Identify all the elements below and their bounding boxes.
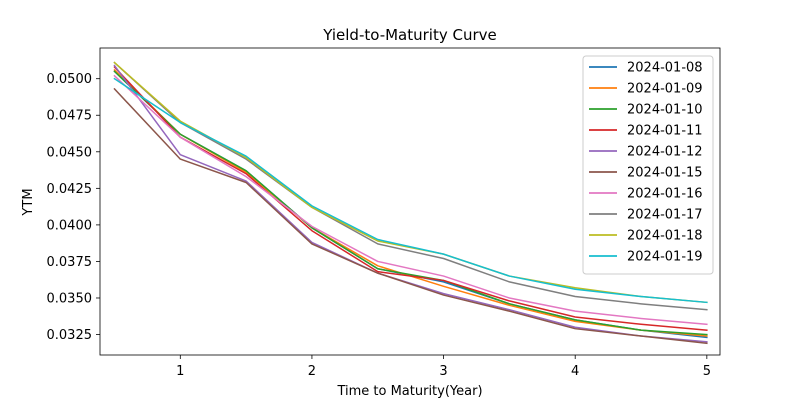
legend-label: 2024-01-11: [627, 124, 703, 139]
y-tick-label: 0.0475: [47, 109, 93, 124]
legend-label: 2024-01-17: [627, 208, 703, 223]
legend-label: 2024-01-18: [627, 229, 703, 244]
y-tick-label: 0.0450: [47, 145, 93, 160]
series-line-2024-01-17: [113, 61, 708, 311]
legend-label: 2024-01-16: [627, 187, 703, 202]
series-line-2024-01-11: [113, 65, 708, 331]
x-tick-label: 2: [308, 364, 316, 379]
series-line-2024-01-15: [113, 87, 708, 345]
y-tick-label: 0.0325: [47, 328, 93, 343]
x-tick-label: 3: [439, 364, 447, 379]
y-tick-label: 0.0375: [47, 255, 93, 270]
legend: 2024-01-08 2024-01-09 2024-01-10 2024-01-11…: [582, 55, 714, 275]
y-tick-label: 0.0500: [47, 72, 93, 87]
y-axis-label: YTM: [21, 188, 36, 216]
legend-label: 2024-01-15: [627, 166, 703, 181]
plot-frame: [99, 47, 721, 356]
x-tick-label: 1: [176, 364, 184, 379]
legend-label: 2024-01-09: [627, 82, 703, 97]
series-line-2024-01-16: [113, 74, 708, 326]
axes: 1 2 3 4 5 0.0325 0.0350 0.0375 0.0400 0.0425 0.045…: [47, 47, 721, 379]
y-tick-label: 0.0400: [47, 218, 93, 233]
legend-label: 2024-01-08: [627, 61, 703, 76]
legend-box: [582, 55, 714, 275]
x-axis-label: Time to Maturity(Year): [336, 384, 482, 399]
y-tick-label: 0.0425: [47, 182, 93, 197]
legend-label: 2024-01-19: [627, 250, 703, 265]
plot-area: [113, 61, 708, 345]
series-line-2024-01-19: [113, 77, 708, 304]
legend-label: 2024-01-12: [627, 145, 703, 160]
series-line-2024-01-10: [113, 70, 708, 336]
legend-label: 2024-01-10: [627, 103, 703, 118]
chart-title: Yield-to-Maturity Curve: [322, 26, 497, 44]
y-tick-label: 0.0350: [47, 291, 93, 306]
x-tick-label: 4: [571, 364, 579, 379]
x-tick-label: 5: [703, 364, 711, 379]
